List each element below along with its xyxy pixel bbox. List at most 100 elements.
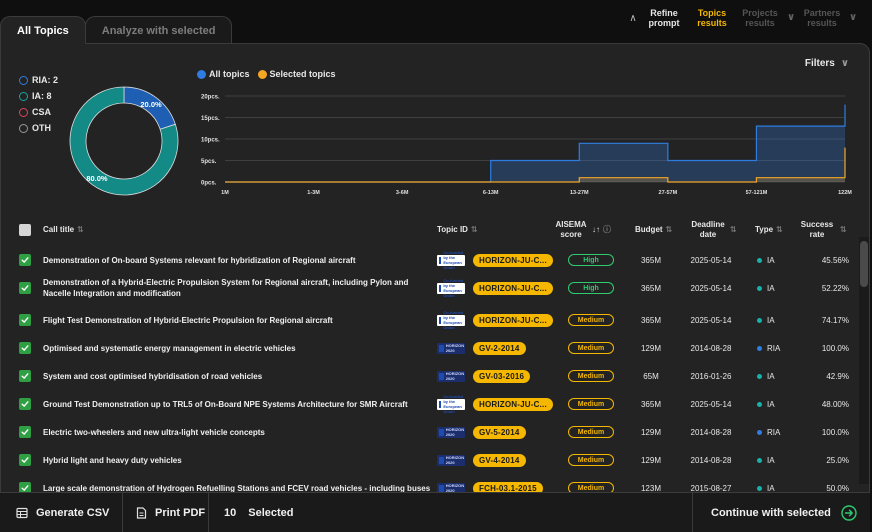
budget-value: 365M (640, 283, 661, 293)
step-partners-results[interactable]: Partners results ∨ (803, 8, 858, 28)
aisema-score: Medium (568, 446, 614, 474)
header-aisema-score[interactable]: AISEMA score ↓↑ ⓘ (555, 220, 611, 239)
table-row[interactable]: Electric two-wheelers and new ultra-ligh… (1, 418, 859, 446)
program-logo-image: HORIZON 2020 (437, 342, 465, 354)
type-dot-icon (757, 429, 762, 435)
checkbox[interactable] (19, 370, 31, 382)
checkbox[interactable] (19, 254, 31, 266)
results-card: Filters ∨ RIA: 2 IA: 8 CSA OTH 20.0% 80.0… (0, 43, 870, 532)
chevron-up-icon[interactable]: ∧ (629, 12, 637, 24)
generate-csv-button[interactable]: Generate CSV (16, 493, 109, 532)
legend-selected-topics[interactable]: Selected topics (257, 69, 336, 79)
select-all-checkbox[interactable] (19, 214, 31, 246)
call-title[interactable]: Ground Test Demonstration up to TRL5 of … (43, 399, 408, 409)
checkbox[interactable] (19, 426, 31, 438)
row-checkbox[interactable] (19, 418, 31, 446)
call-title[interactable]: Large scale demonstration of Hydrogen Re… (43, 483, 431, 493)
logo-text: HORIZON 2020 (445, 343, 465, 353)
topic-id-badge[interactable]: GV-2-2014 (473, 341, 526, 355)
program-logo: Co-funded by the European Union (437, 246, 465, 274)
table-row[interactable]: Ground Test Demonstration up to TRL5 of … (1, 390, 859, 418)
step-projects-results[interactable]: Projects results ∨ (742, 8, 796, 28)
topic-id-badge[interactable]: GV-4-2014 (473, 453, 526, 467)
deadline-value: 2025-05-14 (690, 315, 732, 325)
legend-item-csa[interactable]: CSA (19, 104, 58, 120)
checkbox[interactable] (19, 314, 31, 326)
logo-text: Co-funded by the European Union (443, 310, 464, 330)
topic-id-badge[interactable]: FCH-03.1-2015 (473, 481, 543, 495)
call-title[interactable]: Electric two-wheelers and new ultra-ligh… (43, 427, 265, 437)
check-icon (21, 401, 29, 407)
sort-icon: ⇅ (776, 225, 783, 234)
row-checkbox[interactable] (19, 246, 31, 274)
success-rate-value: 100.0% (821, 427, 849, 437)
call-title[interactable]: Hybrid light and heavy duty vehicles (43, 455, 182, 465)
type-label: IA (767, 283, 775, 293)
step-refine-prompt[interactable]: Refine prompt (648, 8, 680, 28)
table-row[interactable]: Optimised and systematic energy manageme… (1, 334, 859, 362)
topic-id-badge[interactable]: GV-03-2016 (473, 369, 531, 383)
info-icon[interactable]: ⓘ (603, 225, 611, 234)
header-call-title[interactable]: Call title ⇅ (43, 225, 84, 234)
row-checkbox[interactable] (19, 362, 31, 390)
print-pdf-button[interactable]: Print PDF (136, 493, 205, 532)
row-checkbox[interactable] (19, 390, 31, 418)
table-row[interactable]: Flight Test Demonstration of Hybrid-Elec… (1, 306, 859, 334)
topic-id-badge[interactable]: HORIZON-JU-C... (473, 281, 553, 295)
deadline-value: 2016-01-26 (690, 371, 732, 381)
legend-item-oth[interactable]: OTH (19, 120, 58, 136)
call-title[interactable]: Optimised and systematic energy manageme… (43, 343, 296, 353)
checkbox[interactable] (19, 282, 31, 294)
row-checkbox[interactable] (19, 334, 31, 362)
table-row[interactable]: Demonstration of a Hybrid-Electric Propu… (1, 274, 859, 302)
document-icon (136, 507, 147, 519)
row-checkbox[interactable] (19, 446, 31, 474)
y-tick-label: 20pcs. (201, 95, 220, 101)
header-success-rate[interactable]: Success rate ⇅ (800, 220, 847, 239)
type-value: IA (757, 474, 775, 502)
topic-id: GV-2-2014 (473, 334, 526, 362)
legend-item-ia[interactable]: IA: 8 (19, 88, 58, 104)
table-row[interactable]: System and cost optimised hybridisation … (1, 362, 859, 390)
step-topics-results[interactable]: Topics results (697, 8, 727, 28)
legend-all-topics[interactable]: All topics (197, 69, 250, 79)
tab-analyze-with-selected[interactable]: Analyze with selected (84, 16, 233, 44)
topic-id-badge[interactable]: HORIZON-JU-C... (473, 313, 553, 327)
checkbox[interactable] (19, 398, 31, 410)
topic-id-badge[interactable]: HORIZON-JU-C... (473, 253, 553, 267)
table-row[interactable]: Demonstration of On-board Systems releva… (1, 246, 859, 274)
continue-with-selected-button[interactable]: Continue with selected (711, 493, 857, 532)
ring-icon (197, 69, 206, 79)
header-type[interactable]: Type ⇅ (755, 225, 783, 234)
header-deadline[interactable]: Deadline date ⇅ (691, 220, 737, 239)
table-row[interactable]: Hybrid light and heavy duty vehicles HORI… (1, 446, 859, 474)
topic-id: HORIZON-JU-C... (473, 390, 553, 418)
check-icon (21, 429, 29, 435)
logo-text: Co-funded by the European Union (443, 278, 464, 298)
header-topic-id[interactable]: Topic ID ⇅ (437, 225, 478, 234)
legend-item-ria[interactable]: RIA: 2 (19, 72, 58, 88)
topic-id: HORIZON-JU-C... (473, 306, 553, 334)
checkbox[interactable] (19, 342, 31, 354)
filters-button[interactable]: Filters ∨ (805, 58, 849, 69)
scrollbar-thumb[interactable] (860, 241, 868, 287)
call-title[interactable]: Demonstration of On-board Systems releva… (43, 255, 356, 265)
topic-id-badge[interactable]: HORIZON-JU-C... (473, 397, 553, 411)
row-checkbox[interactable] (19, 274, 31, 302)
table-row[interactable]: Large scale demonstration of Hydrogen Re… (1, 474, 859, 502)
topic-id-badge[interactable]: GV-5-2014 (473, 425, 526, 439)
row-checkbox[interactable] (19, 474, 31, 502)
score-badge: Medium (568, 454, 614, 466)
row-checkbox[interactable] (19, 306, 31, 334)
call-title[interactable]: Flight Test Demonstration of Hybrid-Elec… (43, 315, 333, 325)
tab-all-topics[interactable]: All Topics (0, 16, 86, 44)
table-scrollbar[interactable] (859, 237, 869, 484)
call-title[interactable]: System and cost optimised hybridisation … (43, 371, 263, 381)
y-tick-label: 15pcs. (201, 116, 220, 122)
header-budget[interactable]: Budget ⇅ (635, 225, 673, 234)
call-title[interactable]: Demonstration of a Hybrid-Electric Propu… (43, 278, 409, 298)
type-value: IA (757, 246, 775, 274)
success-rate-value: 42.9% (826, 371, 849, 381)
checkbox[interactable] (19, 482, 31, 494)
checkbox[interactable] (19, 454, 31, 466)
